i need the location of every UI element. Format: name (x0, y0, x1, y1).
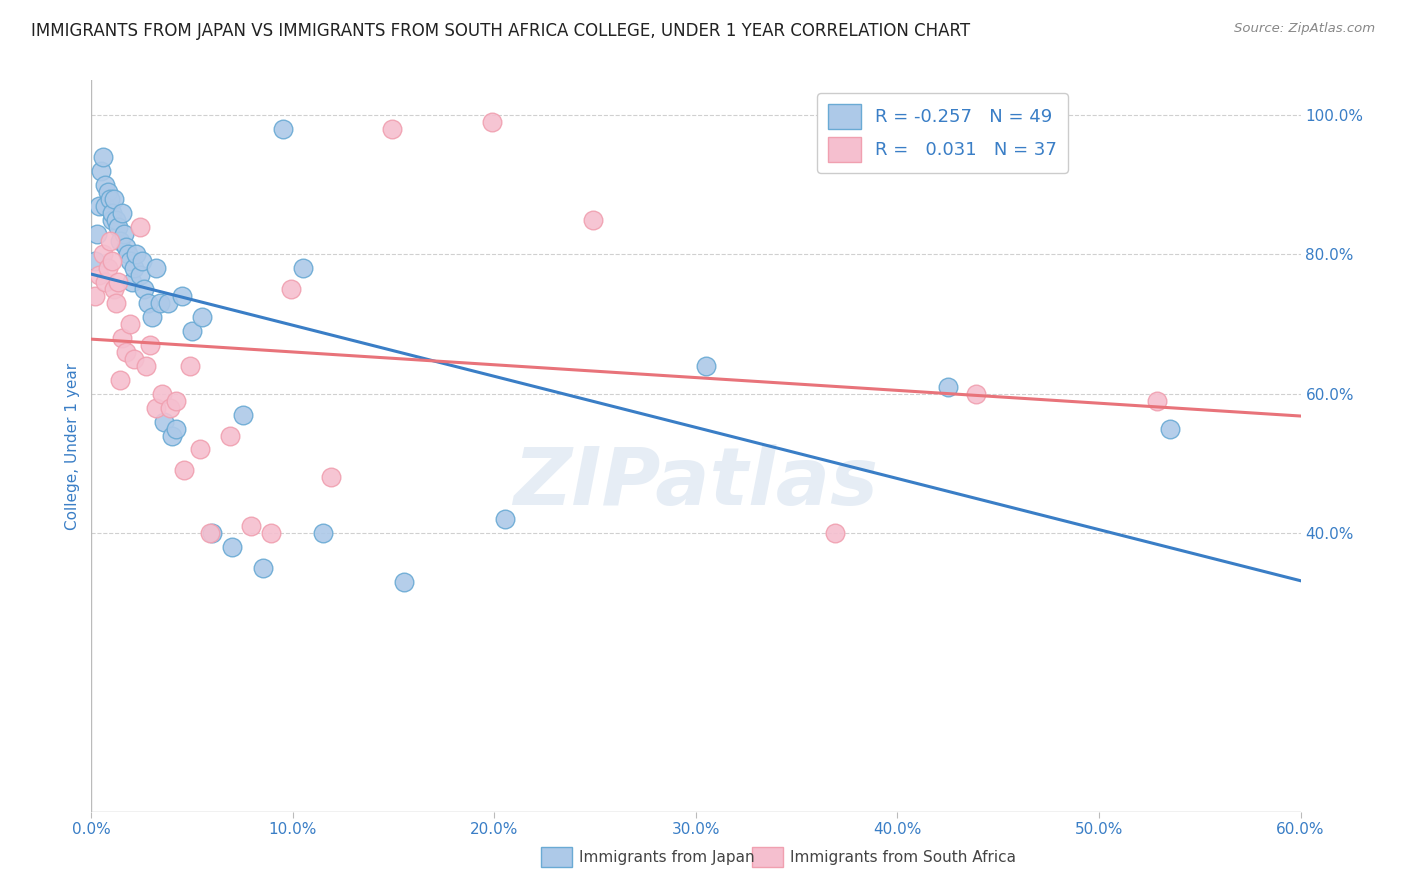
Point (150, 386, 173, 401)
Point (165, 421, 187, 435)
Point (582, 212, 605, 227)
Point (111, 205, 132, 219)
Point (173, 463, 195, 477)
Point (494, 512, 516, 526)
Text: Immigrants from South Africa: Immigrants from South Africa (790, 850, 1017, 864)
Point (824, 526, 846, 541)
Point (156, 296, 179, 310)
Point (252, 561, 274, 575)
Point (200, 526, 222, 541)
Point (89, 199, 111, 213)
Point (231, 408, 253, 422)
Point (292, 261, 315, 276)
Point (96, 261, 118, 276)
Point (100, 205, 122, 219)
Point (135, 359, 157, 373)
Point (93, 247, 115, 261)
Point (94, 178, 117, 192)
Legend: R = -0.257   N = 49, R =   0.031   N = 37: R = -0.257 N = 49, R = 0.031 N = 37 (817, 93, 1067, 173)
Point (321, 470, 343, 484)
Point (153, 415, 176, 429)
Point (239, 519, 262, 533)
Point (96, 185, 118, 199)
Point (271, 122, 294, 136)
Point (94, 199, 117, 213)
Point (98, 234, 121, 248)
Point (695, 359, 717, 373)
Point (108, 373, 131, 387)
Point (181, 324, 204, 338)
Point (160, 428, 183, 442)
Point (114, 345, 136, 359)
Point (103, 192, 125, 206)
Point (260, 526, 283, 541)
Point (100, 212, 122, 227)
Text: Immigrants from Japan: Immigrants from Japan (579, 850, 755, 864)
Point (128, 268, 150, 283)
Point (104, 296, 127, 310)
Point (191, 310, 214, 325)
Point (93, 150, 115, 164)
Point (165, 393, 187, 408)
Point (201, 526, 224, 541)
Point (219, 428, 242, 442)
Point (141, 310, 163, 325)
Point (122, 351, 145, 366)
Point (121, 275, 143, 289)
Point (107, 275, 129, 289)
Point (312, 526, 335, 541)
Point (86, 227, 108, 241)
Point (118, 317, 141, 331)
Point (98, 192, 121, 206)
Point (103, 282, 125, 296)
Text: Source: ZipAtlas.com: Source: ZipAtlas.com (1234, 22, 1375, 36)
Point (481, 115, 503, 129)
Point (117, 247, 139, 261)
Point (108, 234, 131, 248)
Point (145, 401, 167, 415)
Point (94, 275, 117, 289)
Point (149, 296, 172, 310)
Point (111, 331, 132, 345)
Point (136, 296, 159, 310)
Point (1146, 393, 1168, 408)
Point (104, 212, 127, 227)
Point (84, 254, 107, 268)
Point (936, 380, 959, 394)
Point (125, 247, 148, 261)
Point (100, 254, 122, 268)
Point (90, 164, 112, 178)
Point (179, 359, 201, 373)
Text: ZIPatlas: ZIPatlas (513, 443, 879, 522)
Point (965, 386, 987, 401)
Point (107, 219, 129, 234)
Point (381, 122, 404, 136)
Text: IMMIGRANTS FROM JAPAN VS IMMIGRANTS FROM SOUTH AFRICA COLLEGE, UNDER 1 YEAR CORR: IMMIGRANTS FROM JAPAN VS IMMIGRANTS FROM… (31, 22, 970, 40)
Point (89, 268, 111, 283)
Point (122, 261, 145, 276)
Y-axis label: College, Under 1 year: College, Under 1 year (65, 362, 80, 530)
Point (221, 540, 243, 554)
Point (84, 289, 107, 303)
Point (132, 282, 155, 296)
Point (114, 240, 136, 254)
Point (139, 338, 162, 352)
Point (118, 254, 141, 268)
Point (145, 261, 167, 276)
Point (131, 254, 153, 268)
Point (128, 219, 150, 234)
Point (392, 574, 415, 589)
Point (172, 289, 194, 303)
Point (112, 227, 135, 241)
Point (280, 282, 302, 296)
Point (188, 442, 211, 457)
Point (1159, 421, 1181, 435)
Point (159, 401, 181, 415)
